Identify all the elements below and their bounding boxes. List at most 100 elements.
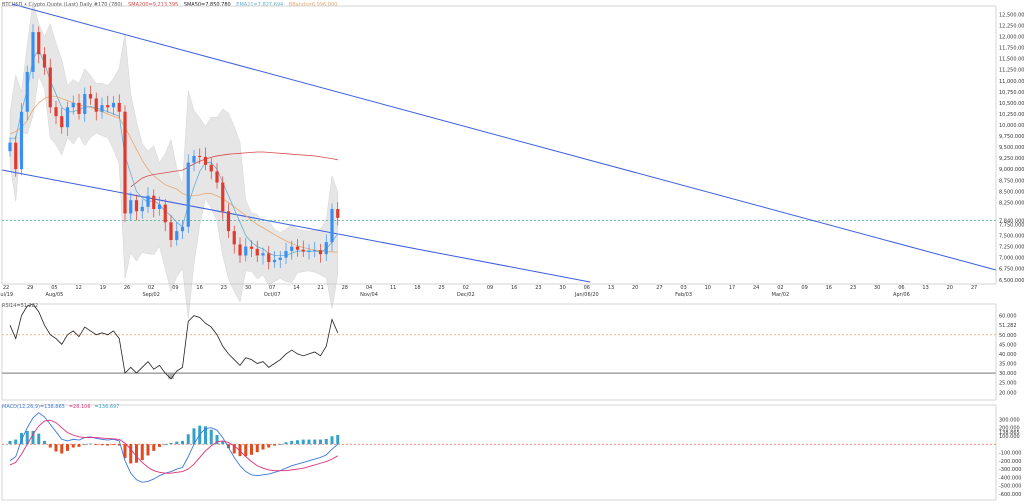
month-tick-2: Sep/02 — [142, 292, 159, 298]
day-tick-5: 26 — [124, 285, 130, 291]
macd-hist-bar-7 — [48, 444, 52, 448]
macd-hist-bar-14 — [89, 443, 92, 445]
day-tick-13: 21 — [317, 285, 323, 291]
candle-body-2 — [19, 111, 24, 170]
price-tick-19: 7,500.000 — [999, 234, 1024, 240]
bband-area — [9, 1, 338, 319]
macd-hist-bar-51 — [301, 439, 305, 445]
month-tick-5: Dec/02 — [457, 292, 475, 298]
day-tick-20: 09 — [487, 285, 493, 291]
macd-last-label: 138.865 — [999, 430, 1020, 436]
macd-hist-bar-45 — [267, 444, 271, 448]
rsi-oversold-fill-28 — [168, 373, 174, 379]
panel-frame-1 — [1, 303, 997, 401]
candle-body-51 — [301, 249, 305, 252]
day-tick-35: 23 — [850, 285, 856, 291]
day-tick-39: 20 — [947, 285, 953, 291]
day-tick-37: 06 — [898, 285, 904, 291]
macd-hist-bar-54 — [319, 439, 322, 445]
candle-body-54 — [318, 250, 323, 255]
day-tick-23: 30 — [559, 285, 565, 291]
macd-hist-bar-24 — [146, 444, 150, 456]
macd-hist-bar-10 — [66, 444, 69, 451]
macd-hist-bar-48 — [284, 442, 288, 445]
macd-label: MACD(12,26,9)=138.865 — [2, 404, 65, 410]
candle-body-17 — [106, 105, 110, 108]
price-tick-2: 12,000.000 — [999, 35, 1024, 41]
day-tick-2: 05 — [51, 285, 57, 291]
candle-body-16 — [100, 105, 104, 112]
day-tick-19: 02 — [463, 285, 469, 291]
price-tick-22: 6,750.000 — [999, 267, 1024, 273]
macd-line — [9, 412, 339, 483]
macd-tick-5: -300.000 — [999, 467, 1021, 473]
macd-tick-2: 100.000 — [999, 434, 1020, 440]
macd-hist-bar-47 — [278, 444, 282, 446]
price-tick-17: 8,250.000 — [999, 200, 1024, 206]
macd-hist-bar-27 — [163, 444, 167, 446]
macd-hist-bar-22 — [135, 444, 138, 463]
candle-body-26 — [157, 204, 162, 210]
day-tick-33: 09 — [801, 285, 807, 291]
candle-body-46 — [272, 259, 277, 263]
day-tick-12: 14 — [293, 285, 299, 291]
candle-body-8 — [54, 107, 58, 117]
price-tick-12: 9,500.000 — [999, 145, 1024, 151]
candle-body-28 — [169, 222, 173, 240]
day-tick-1: 29 — [27, 285, 33, 291]
macd-hist-bar-4 — [31, 430, 35, 445]
price-tick-8: 10,500.000 — [999, 101, 1024, 107]
candle-body-38 — [226, 211, 231, 232]
candle-body-31 — [186, 162, 190, 227]
main-chart-header: BTCUSD • Crypto Quote (Last) Daily #170 … — [2, 2, 341, 8]
ema21-label: EMA21=7,827.694 — [236, 2, 284, 8]
macd-hist-bar-2 — [20, 432, 23, 445]
macd-hist-bar-19 — [117, 444, 121, 446]
macd-hist-bar-26 — [158, 444, 161, 447]
candle-body-13 — [83, 94, 87, 114]
day-tick-15: 04 — [366, 285, 372, 291]
day-tick-3: 12 — [75, 285, 81, 291]
macd-hist-bar-28 — [169, 442, 173, 445]
macd-hist-bar-55 — [324, 438, 328, 445]
rsi-tick-0: 60.000 — [999, 314, 1017, 320]
candle-body-57 — [336, 209, 340, 218]
candle-body-34 — [203, 156, 208, 165]
macd-panel — [2, 412, 996, 483]
month-tick-9: Apr/06 — [893, 292, 910, 298]
macd-hist-bar-46 — [273, 444, 276, 446]
candle-body-42 — [249, 246, 254, 249]
price-tick-18: 7,750.000 — [999, 223, 1024, 229]
candle-body-35 — [209, 164, 213, 172]
macd-hist-bar-35 — [209, 429, 213, 445]
symbol-label: BTCUSD • Crypto Quote (Last) Daily #170 … — [2, 2, 123, 8]
candle-body-19 — [117, 102, 121, 112]
rsi-last-label: 51.282 — [999, 323, 1017, 329]
candle-body-18 — [111, 102, 116, 108]
day-tick-10: 30 — [245, 285, 251, 291]
macd-hist-bar-43 — [255, 444, 259, 453]
macd-hist-bar-5 — [37, 433, 41, 445]
day-tick-7: 09 — [172, 285, 178, 291]
channel-lower — [1, 169, 591, 283]
macd-hist-bar-52 — [307, 439, 311, 445]
price-tick-16: 8,500.000 — [999, 189, 1024, 195]
macd-hist-bar-21 — [129, 444, 133, 464]
day-tick-27: 27 — [656, 285, 662, 291]
macd-hist-bar-13 — [83, 444, 87, 446]
candle-body-47 — [278, 257, 282, 260]
day-tick-9: 23 — [221, 285, 227, 291]
macd-header: MACD(12,26,9)=138.865 =26.106 =136.697 — [2, 404, 123, 410]
channel-upper — [11, 3, 997, 271]
candle-body-33 — [198, 155, 202, 157]
candle-body-53 — [313, 250, 317, 252]
rsi-tick-3: 40.000 — [999, 352, 1017, 358]
candle-body-23 — [140, 206, 144, 212]
panel-frame-0 — [1, 5, 997, 285]
macd-hist-bar-6 — [43, 440, 46, 445]
candle-body-21 — [129, 200, 133, 214]
candle-body-0 — [8, 142, 12, 152]
macd-tick-4: -200.000 — [999, 459, 1021, 465]
macd-hist-bar-40 — [238, 444, 242, 457]
